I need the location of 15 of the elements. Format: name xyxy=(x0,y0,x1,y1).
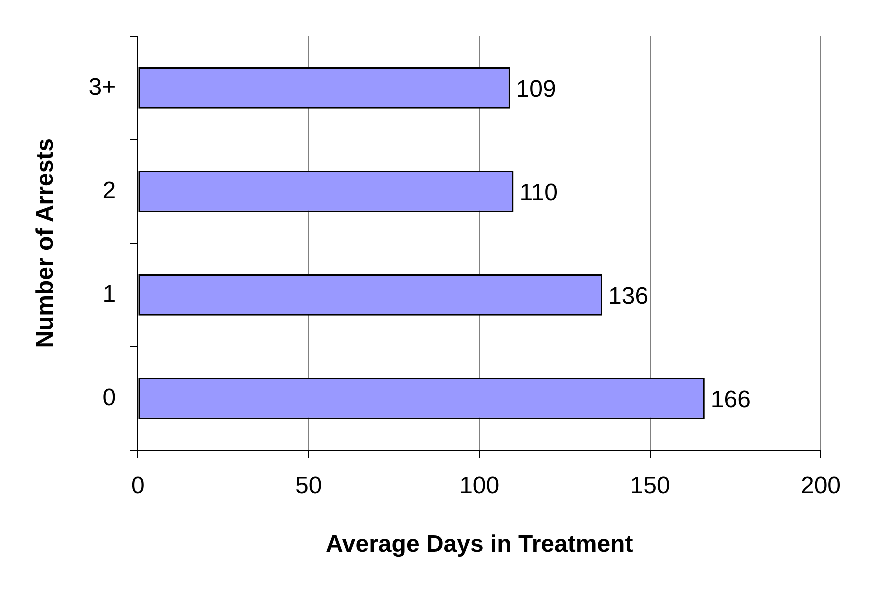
y-tick-label: 0 xyxy=(102,384,116,412)
x-tick-label: 200 xyxy=(800,472,842,500)
x-tick-label: 50 xyxy=(296,472,322,500)
data-label: 110 xyxy=(520,179,558,206)
data-label: 136 xyxy=(608,282,649,310)
data-label: 109 xyxy=(516,76,556,103)
x-tick-label: 100 xyxy=(460,472,500,500)
y-axis-title: Number of Arrests xyxy=(32,138,60,348)
x-tick-label: 150 xyxy=(630,472,670,500)
data-label: 166 xyxy=(710,386,751,414)
y-tick-label: 3+ xyxy=(88,74,116,101)
y-tick-label: 2 xyxy=(102,177,116,204)
x-tick-label: 0 xyxy=(131,472,145,500)
y-tick-label: 1 xyxy=(102,280,116,308)
x-axis-title: Average Days in Treatment xyxy=(326,531,634,558)
